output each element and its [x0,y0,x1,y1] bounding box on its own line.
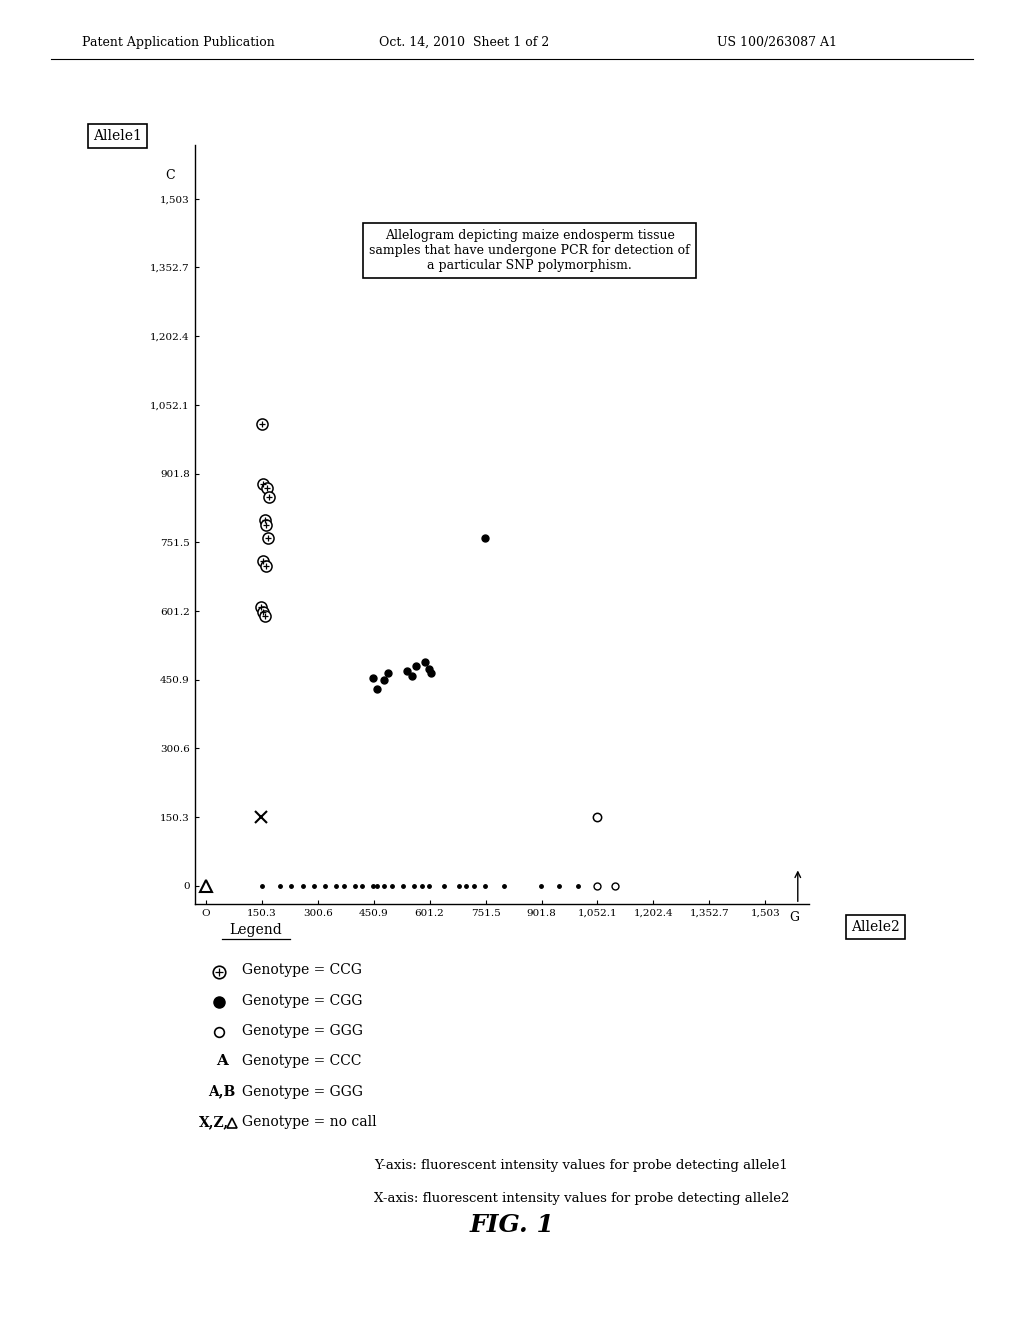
Text: C: C [165,169,174,182]
Text: Genotype = CGG: Genotype = CGG [242,994,362,1007]
Text: US 100/263087 A1: US 100/263087 A1 [717,36,837,49]
Text: Allelogram depicting maize endosperm tissue
samples that have undergone PCR for : Allelogram depicting maize endosperm tis… [370,228,690,272]
Text: X,Z,: X,Z, [199,1115,229,1129]
Text: Genotype = GGG: Genotype = GGG [242,1024,362,1038]
Text: Allele1: Allele1 [93,129,142,143]
Text: FIG. 1: FIG. 1 [470,1213,554,1237]
Text: Y-axis: fluorescent intensity values for probe detecting allele1: Y-axis: fluorescent intensity values for… [374,1159,787,1172]
Text: Legend: Legend [229,923,283,937]
Text: Genotype = CCC: Genotype = CCC [242,1055,361,1068]
Text: Allele2: Allele2 [851,920,900,933]
Text: A,B: A,B [209,1085,236,1098]
Text: X-axis: fluorescent intensity values for probe detecting allele2: X-axis: fluorescent intensity values for… [374,1192,790,1205]
Text: Oct. 14, 2010  Sheet 1 of 2: Oct. 14, 2010 Sheet 1 of 2 [379,36,549,49]
Text: Patent Application Publication: Patent Application Publication [82,36,274,49]
Text: A: A [216,1055,228,1068]
Text: Genotype = CCG: Genotype = CCG [242,964,361,977]
Text: G: G [790,911,799,924]
Text: Genotype = no call: Genotype = no call [242,1115,376,1129]
Text: Genotype = GGG: Genotype = GGG [242,1085,362,1098]
